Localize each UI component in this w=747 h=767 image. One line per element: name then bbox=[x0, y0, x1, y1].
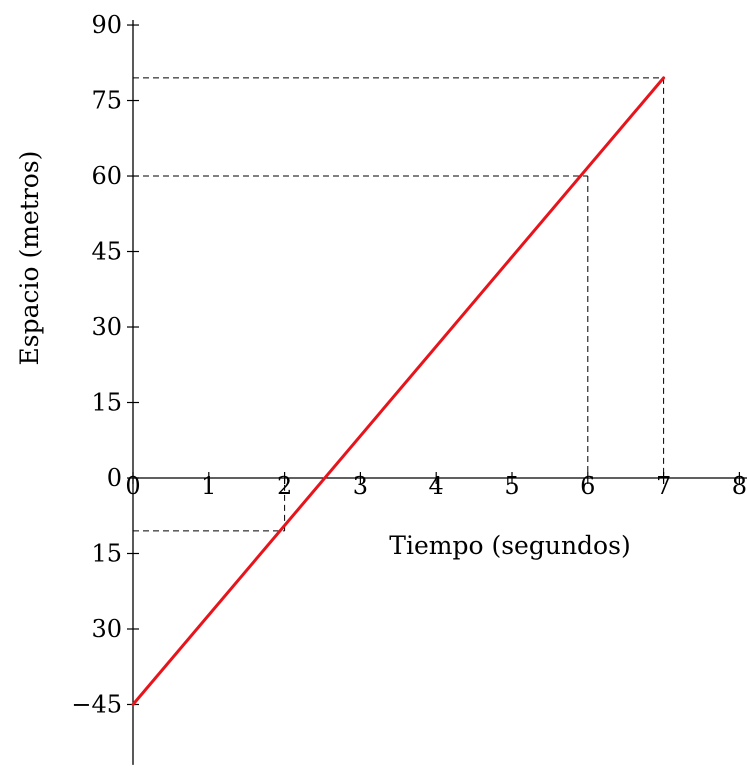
x-tick-label: 1 bbox=[201, 472, 216, 500]
y-axis-ticks: 90 75 60 45 30 15 0 15 30 −45 bbox=[71, 11, 139, 718]
y-tick-label: −45 bbox=[71, 690, 122, 718]
y-tick-label: 30 bbox=[91, 313, 122, 341]
x-tick-label: 2 bbox=[277, 472, 292, 500]
x-tick-label: 4 bbox=[429, 472, 444, 500]
reference-guides bbox=[133, 77, 665, 532]
x-tick-label: 6 bbox=[580, 472, 595, 500]
y-tick-label: 60 bbox=[91, 162, 122, 190]
x-tick-label: 8 bbox=[732, 472, 747, 500]
series-group bbox=[131, 76, 666, 706]
axes bbox=[132, 19, 747, 765]
x-tick-label: 5 bbox=[504, 472, 519, 500]
x-tick-label: 0 bbox=[125, 472, 140, 500]
series-line bbox=[131, 76, 666, 706]
x-tick-label: 3 bbox=[353, 472, 368, 500]
x-axis-title: Tiempo (segundos) bbox=[389, 531, 630, 560]
y-tick-label: 0 bbox=[107, 464, 122, 492]
y-tick-label: 75 bbox=[91, 87, 122, 115]
x-tick-label: 7 bbox=[656, 472, 671, 500]
y-tick-label: 90 bbox=[91, 11, 122, 39]
y-tick-label: 15 bbox=[91, 539, 122, 567]
y-tick-label: 30 bbox=[91, 615, 122, 643]
y-tick-label: 45 bbox=[91, 238, 122, 266]
y-axis-title: Espacio (metros) bbox=[15, 151, 44, 366]
x-axis-ticks: 0 1 2 3 4 5 6 7 8 bbox=[125, 472, 747, 500]
y-tick-label: 15 bbox=[91, 389, 122, 417]
